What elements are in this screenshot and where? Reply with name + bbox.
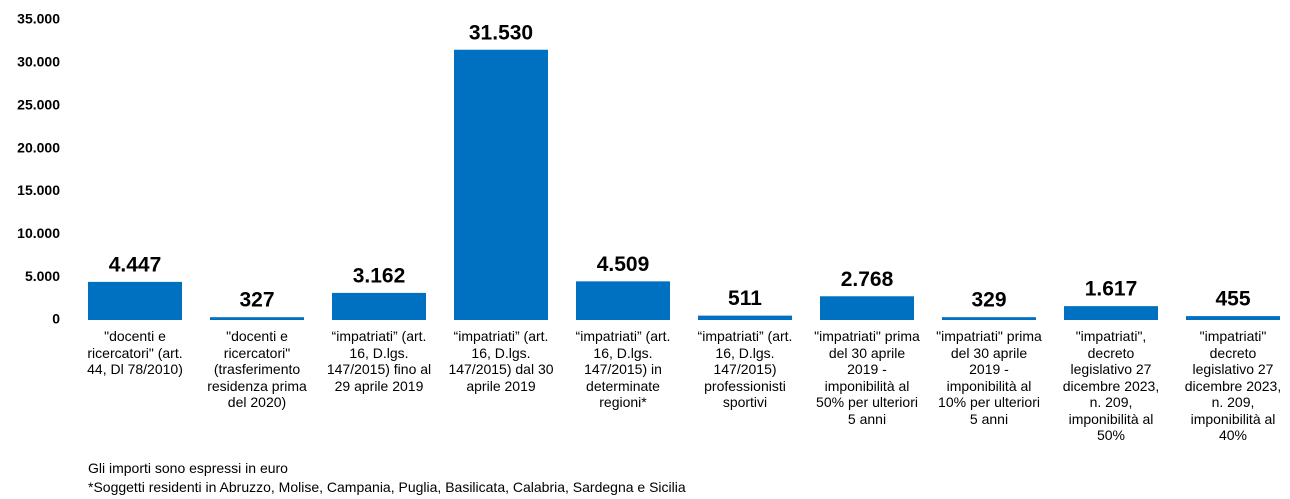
value-label: 3.162 [353,264,406,287]
x-tick-label: “impatriati” (art. 16, D.lgs. 147/2015) … [697,328,793,410]
bar [698,315,792,320]
x-tick-label: “impatriati” (art. 16, D.lgs. 147/2015) … [448,328,554,394]
y-tick-label: 15.000 [17,182,60,198]
x-tick-label: "docenti e ricercatori" (art. 44, Dl 78/… [87,328,183,377]
x-tick-label: "impatriati" prima del 30 aprile 2019 - … [814,328,920,427]
bar [332,292,426,320]
x-tick-label: "docenti e ricercatori" (trasferimento r… [207,328,307,410]
bar [576,281,670,320]
x-tick-label: "impatriati" prima del 30 aprile 2019 - … [936,328,1042,427]
value-label: 4.509 [597,253,650,276]
bar [1186,316,1280,320]
value-label: 329 [971,289,1006,312]
bar [820,296,914,320]
y-tick-label: 30.000 [17,54,60,70]
note: Gli importi sono espressi in euro [88,460,288,476]
x-tick-label: “impatriati” (art. 16, D.lgs. 147/2015) … [326,328,432,394]
x-tick-label: “impatriati” (art. 16, D.lgs. 147/2015) … [575,328,671,410]
y-tick-label: 25.000 [17,96,60,112]
x-tick-label: "impatriati" decreto legislativo 27 dice… [1184,328,1282,443]
value-label: 2.768 [841,268,894,291]
y-tick-label: 35.000 [17,11,60,27]
note: *Soggetti residenti in Abruzzo, Molise, … [88,479,686,495]
bar [1064,306,1158,320]
value-label: 455 [1215,288,1250,311]
bar [210,317,304,320]
bar [454,49,548,320]
value-label: 511 [728,287,762,310]
x-tick-label: "impatriati", decreto legislativo 27 dic… [1062,328,1160,443]
value-label: 327 [239,289,274,312]
y-tick-label: 20.000 [17,139,60,155]
y-tick-label: 5.000 [25,268,60,284]
value-label: 1.617 [1085,278,1138,301]
value-label: 31.530 [469,21,533,44]
bar [942,317,1036,320]
y-tick-label: 0 [52,311,60,327]
bar [88,281,182,320]
y-tick-label: 10.000 [17,225,60,241]
value-label: 4.447 [109,253,162,276]
